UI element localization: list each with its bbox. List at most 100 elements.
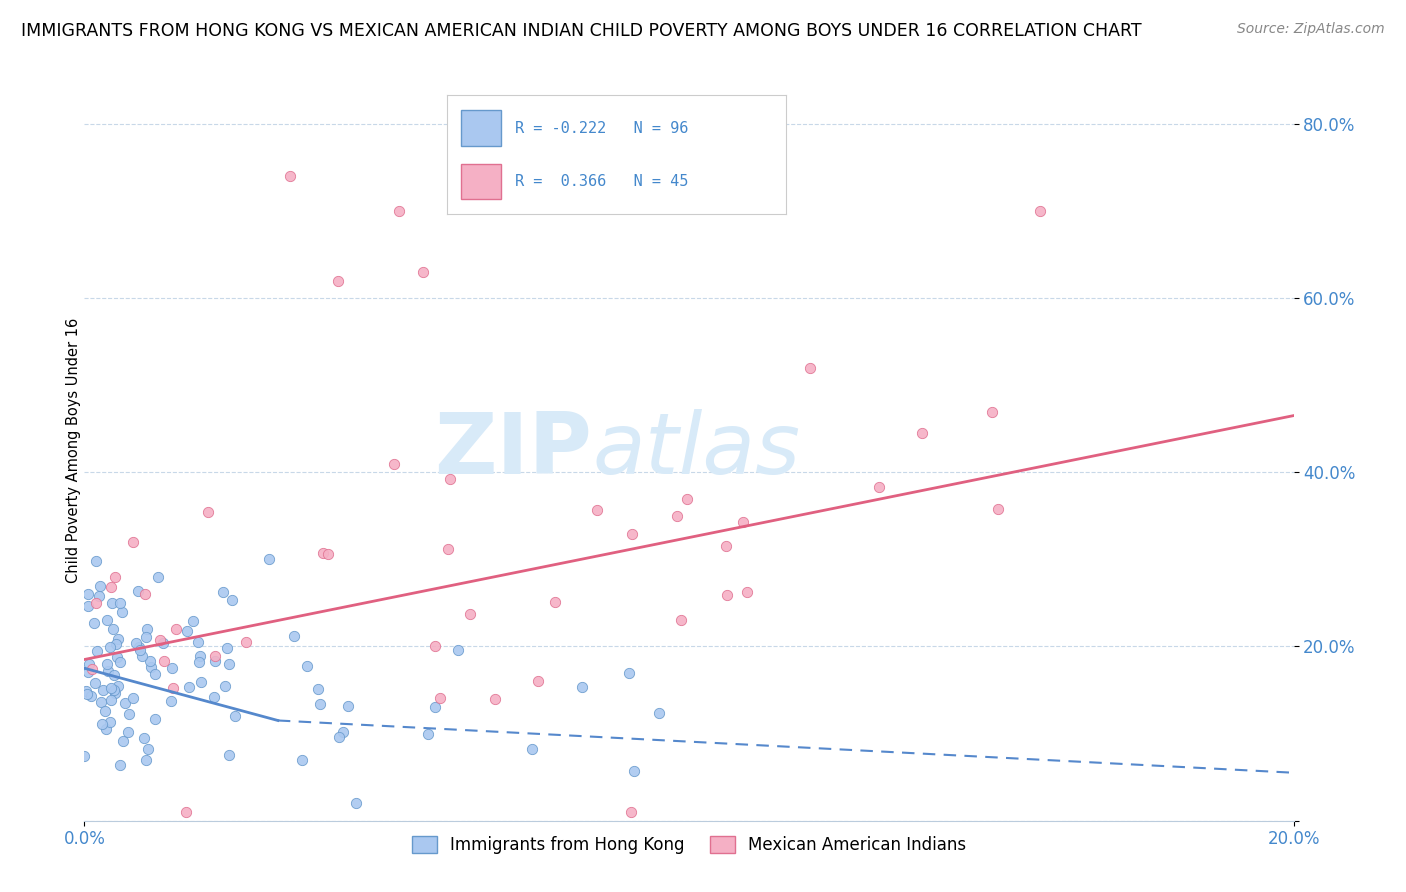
Point bbox=[187, 635, 209, 649]
Text: ZIP: ZIP bbox=[434, 409, 592, 492]
Point bbox=[138, 654, 160, 668]
Point bbox=[218, 748, 240, 763]
Point bbox=[103, 682, 125, 697]
Point bbox=[146, 570, 169, 584]
Point bbox=[620, 805, 643, 819]
Point bbox=[187, 655, 209, 669]
Point bbox=[98, 640, 121, 655]
Point bbox=[104, 686, 127, 700]
Point bbox=[96, 613, 118, 627]
Point bbox=[295, 659, 318, 673]
Point bbox=[218, 657, 240, 671]
Point bbox=[202, 690, 225, 704]
Point bbox=[221, 593, 243, 607]
Point bbox=[75, 684, 97, 698]
Point bbox=[544, 595, 567, 609]
Point bbox=[141, 660, 163, 674]
Point bbox=[447, 643, 470, 657]
Point bbox=[98, 715, 121, 730]
Point bbox=[460, 607, 482, 621]
Point bbox=[89, 590, 111, 604]
Point bbox=[215, 641, 238, 656]
Point bbox=[291, 753, 314, 767]
Point bbox=[103, 667, 125, 681]
Point bbox=[90, 695, 112, 709]
Point bbox=[134, 587, 156, 601]
Point bbox=[416, 727, 439, 741]
Point bbox=[332, 725, 354, 739]
Point bbox=[316, 547, 339, 561]
Point bbox=[346, 796, 368, 810]
Point bbox=[94, 704, 117, 718]
Point bbox=[648, 706, 671, 720]
Point bbox=[149, 633, 172, 648]
Point bbox=[136, 741, 159, 756]
Point bbox=[122, 690, 145, 705]
Point bbox=[716, 539, 738, 553]
Point bbox=[162, 681, 184, 695]
Point bbox=[278, 169, 301, 183]
Point bbox=[439, 472, 461, 486]
Point bbox=[585, 502, 607, 516]
Point bbox=[911, 426, 934, 441]
Point bbox=[104, 637, 127, 651]
Point bbox=[520, 742, 543, 756]
Point bbox=[84, 554, 107, 568]
Point bbox=[135, 753, 157, 767]
Point bbox=[214, 679, 236, 693]
Point bbox=[388, 203, 411, 218]
Point bbox=[129, 642, 152, 657]
Point bbox=[737, 584, 759, 599]
Point bbox=[153, 654, 176, 668]
Point bbox=[152, 636, 174, 650]
Point bbox=[176, 624, 198, 638]
Point bbox=[83, 615, 105, 630]
Point bbox=[307, 682, 329, 697]
Point bbox=[77, 657, 100, 672]
Point bbox=[111, 734, 134, 748]
Point bbox=[80, 689, 103, 703]
Point bbox=[100, 693, 122, 707]
Point bbox=[84, 676, 107, 690]
Point bbox=[134, 731, 156, 745]
Point bbox=[73, 749, 96, 764]
Point bbox=[121, 535, 143, 549]
Point bbox=[96, 723, 118, 737]
Point bbox=[174, 805, 197, 819]
Point bbox=[235, 635, 257, 649]
Point bbox=[257, 552, 280, 566]
Point bbox=[204, 648, 226, 663]
Point bbox=[675, 491, 697, 506]
Point bbox=[135, 630, 157, 644]
Point bbox=[308, 697, 330, 711]
Point bbox=[716, 588, 738, 602]
Point bbox=[104, 570, 127, 584]
Point bbox=[96, 657, 118, 671]
Point bbox=[77, 599, 100, 614]
Point bbox=[987, 501, 1010, 516]
Point bbox=[204, 654, 226, 668]
Point bbox=[110, 758, 132, 772]
Point bbox=[484, 691, 506, 706]
Point bbox=[571, 680, 593, 694]
Point bbox=[86, 596, 108, 610]
Point bbox=[437, 541, 460, 556]
Point bbox=[91, 716, 114, 731]
Point bbox=[111, 605, 134, 619]
Point bbox=[190, 648, 212, 663]
Point bbox=[135, 622, 157, 636]
Point bbox=[100, 681, 122, 695]
Point bbox=[328, 274, 350, 288]
Point bbox=[623, 764, 645, 778]
Point bbox=[336, 698, 359, 713]
Point bbox=[799, 360, 821, 375]
Point bbox=[162, 661, 184, 675]
Point bbox=[143, 666, 166, 681]
Point bbox=[617, 666, 640, 681]
Point bbox=[669, 613, 692, 627]
Point bbox=[429, 691, 451, 706]
Point bbox=[91, 683, 114, 698]
Point bbox=[1028, 203, 1050, 218]
Text: IMMIGRANTS FROM HONG KONG VS MEXICAN AMERICAN INDIAN CHILD POVERTY AMONG BOYS UN: IMMIGRANTS FROM HONG KONG VS MEXICAN AME… bbox=[21, 22, 1142, 40]
Point bbox=[527, 674, 550, 689]
